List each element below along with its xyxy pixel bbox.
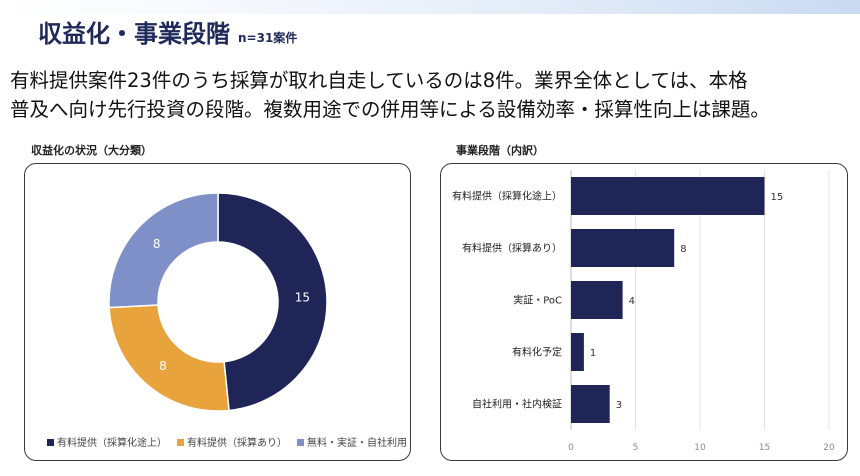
x-tick-label: 10 <box>694 443 706 453</box>
category-label: 有料提供（採算あり） <box>462 242 562 255</box>
title-row: 収益化・事業段階 n=31案件 <box>38 14 297 49</box>
bar <box>571 229 675 267</box>
donut-slice <box>108 304 230 412</box>
donut-slice <box>217 192 328 412</box>
donut-chart: 15 8 8 有料提供（採算化途上） 有料提供（採算あり） 無料・実証・自社利用 <box>47 192 407 449</box>
bar-value-label: 15 <box>771 192 784 203</box>
category-label: 有料化予定 <box>512 346 562 359</box>
bar-value-label: 8 <box>680 244 686 255</box>
header-band <box>0 0 860 14</box>
bar-value-label: 1 <box>590 348 596 359</box>
donut-panel-title: 収益化の状況（大分類） <box>31 144 152 157</box>
page-title: 収益化・事業段階 <box>38 20 230 48</box>
bar-panel: 0 5 10 15 20 有料提供（採算化途上） 15 有料提供（採算あり） 8 実証・PoC 4 有… <box>440 163 848 461</box>
lead-line-1: 有料提供案件23件のうち採算が取れ自走しているのは8件。業界全体としては、本格 <box>10 69 748 92</box>
donut-panel: 15 8 8 有料提供（採算化途上） 有料提供（採算あり） 無料・実証・自社利用 <box>24 163 411 461</box>
bar <box>571 385 610 423</box>
lead-line-2: 普及へ向け先行投資の段階。複数用途での併用等による設備効率・採算性向上は課題。 <box>10 98 770 121</box>
sample-size-note: n=31案件 <box>238 31 298 45</box>
x-tick-label: 15 <box>759 443 770 453</box>
legend-label: 有料提供（採算化途上） <box>57 436 167 449</box>
legend-label: 有料提供（採算あり） <box>187 436 287 449</box>
bar-value-label: 4 <box>629 296 635 307</box>
bar <box>571 333 584 371</box>
bar-value-label: 3 <box>616 400 622 411</box>
legend-swatch <box>47 439 54 446</box>
lead-text: 有料提供案件23件のうち採算が取れ自走しているのは8件。業界全体としては、本格 … <box>10 66 855 124</box>
category-label: 自社利用・社内検証 <box>472 398 562 411</box>
legend-swatch <box>177 439 184 446</box>
bar-chart: 0 5 10 15 20 有料提供（採算化途上） 15 有料提供（採算あり） 8 実証・PoC 4 有… <box>452 170 835 453</box>
category-label: 実証・PoC <box>513 294 562 307</box>
donut-slice-label: 8 <box>153 237 161 251</box>
donut-slice-label: 15 <box>295 291 310 305</box>
legend-swatch <box>297 439 304 446</box>
bar <box>571 177 765 215</box>
donut-slice <box>108 192 219 309</box>
legend-label: 無料・実証・自社利用 <box>307 436 407 449</box>
x-tick-label: 20 <box>823 443 835 453</box>
bar-panel-title: 事業段階（内訳） <box>456 144 544 157</box>
x-tick-label: 0 <box>568 443 574 453</box>
donut-slice-label: 8 <box>159 359 167 373</box>
category-label: 有料提供（採算化途上） <box>452 190 562 203</box>
x-tick-label: 5 <box>633 443 639 453</box>
bar <box>571 281 623 319</box>
